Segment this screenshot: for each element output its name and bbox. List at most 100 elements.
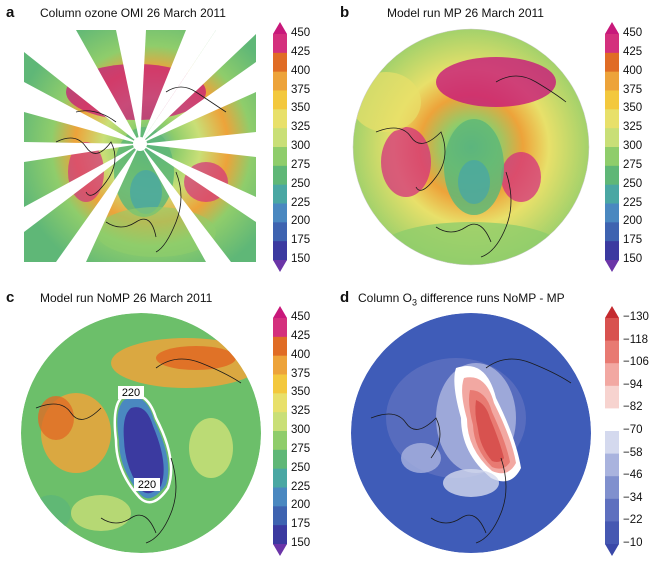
panel-title-c: Model run NoMP 26 March 2011: [40, 291, 213, 305]
colorbar-tick-label: 200: [623, 215, 643, 228]
colorbar-segment: [605, 222, 619, 242]
colorbar-tick-label: 225: [291, 196, 311, 209]
colorbar-segment: [273, 449, 287, 470]
colorbar-tick-label: −118: [623, 333, 649, 346]
colorbar-segment: [605, 431, 619, 455]
colorbar-tick-label: 200: [291, 215, 311, 228]
colorbar-cap-bottom: [605, 260, 619, 272]
colorbar-tick-label: 250: [291, 461, 311, 474]
contour-label-bottom: 220: [138, 479, 156, 491]
colorbar-tick-label: 275: [623, 158, 643, 171]
colorbar-tick-label: −70: [623, 424, 643, 436]
colorbar-segment: [605, 34, 619, 54]
colorbar-tick-label: 375: [291, 83, 311, 96]
colorbar-tick-label: 225: [623, 196, 643, 209]
colorbar-tick-label: 300: [291, 424, 311, 436]
panel-title-d: Column O3 difference runs NoMP - MP: [358, 291, 565, 308]
colorbar-tick-label: 150: [291, 253, 311, 265]
coastlines-d: [370, 358, 572, 544]
colorbar-tick-label: 450: [623, 27, 643, 39]
colorbar-tick-label: 350: [291, 102, 311, 115]
colorbar-tick-label: 175: [623, 234, 643, 247]
colorbar-segment: [273, 506, 287, 526]
colorbar-segment: [605, 340, 619, 364]
colorbar-segment: [273, 487, 287, 507]
panel-letter-d: d: [340, 289, 350, 306]
colorbar-tick-label: −130: [623, 311, 649, 323]
colorbar-cap-bottom: [605, 544, 619, 556]
colorbar-segment: [273, 525, 287, 545]
colorbar-cap-top: [273, 22, 287, 34]
colorbar-tick-label: 300: [623, 140, 643, 152]
colorbar-segment: [605, 128, 619, 148]
colorbar-segment: [273, 90, 287, 110]
colorbar-segment: [273, 468, 287, 488]
colorbar-segment: [605, 90, 619, 110]
colorbar-segment: [605, 498, 619, 522]
colorbar-tick-label: −58: [623, 446, 643, 459]
coastlines-a: [55, 86, 227, 253]
colorbar-tick-label: 150: [291, 537, 311, 549]
colorbar-cap-top: [605, 306, 619, 318]
coastlines-b: [375, 75, 567, 258]
colorbar-segment: [605, 453, 619, 477]
colorbar-tick-label: 400: [291, 348, 311, 361]
colorbar-segment: [273, 241, 287, 261]
colorbar-cap-top: [605, 22, 619, 34]
colorbar-tick-label: 400: [623, 64, 643, 77]
colorbar-cap-top: [273, 306, 287, 318]
colorbar-tick-label: 300: [291, 140, 311, 152]
colorbar-tick-label: 250: [623, 177, 643, 190]
colorbar-tick-label: 425: [623, 45, 643, 58]
colorbar-segment: [273, 374, 287, 394]
panel-letter-c: c: [6, 289, 15, 306]
colorbar-tick-label: 450: [291, 311, 311, 323]
colorbar-tick-label: 175: [291, 518, 311, 531]
colorbar-tick-label: 325: [291, 405, 311, 418]
panel-title-b: Model run MP 26 March 2011: [387, 6, 544, 20]
colorbar-tick-label: 275: [291, 442, 311, 455]
colorbar-segment: [605, 203, 619, 223]
colorbar-c: [273, 306, 287, 556]
colorbar-segment: [605, 165, 619, 186]
colorbar-segment: [605, 363, 619, 387]
colorbar-tick-label: 375: [623, 83, 643, 96]
colorbar-segment: [273, 128, 287, 148]
colorbar-cap-bottom: [273, 260, 287, 272]
colorbar-segment: [605, 241, 619, 261]
colorbar-segment: [605, 385, 619, 409]
colorbar-tick-label: 350: [623, 102, 643, 115]
colorbar-segment: [605, 52, 619, 73]
ozone-difference-map: [351, 313, 591, 553]
colorbar-tick-label: −10: [623, 537, 643, 549]
colorbar-a: [273, 22, 287, 272]
colorbar-tick-label: −106: [623, 356, 649, 369]
colorbar-segment: [273, 412, 287, 432]
colorbar-segment: [605, 521, 619, 545]
colorbar-tick-label: 175: [291, 234, 311, 247]
colorbar-tick-label: −94: [623, 378, 643, 391]
colorbar-segment: [273, 165, 287, 186]
ozone-map-mp: [352, 28, 590, 266]
colorbar-segment: [605, 71, 619, 91]
colorbar-segment: [273, 222, 287, 242]
colorbar-segment: [273, 203, 287, 223]
colorbar-segment: [605, 408, 619, 432]
colorbar-segment: [273, 318, 287, 338]
colorbar-segment: [273, 52, 287, 73]
colorbar-tick-label: −82: [623, 401, 643, 414]
panel-title-a: Column ozone OMI 26 March 2011: [40, 6, 226, 20]
colorbar-tick-label: 150: [623, 253, 643, 265]
colorbar-segment: [605, 184, 619, 204]
colorbar-d: [605, 306, 619, 556]
colorbar-segment: [273, 109, 287, 129]
colorbar-tick-label: 250: [291, 177, 311, 190]
coastlines-c: [35, 358, 242, 544]
contour-label-top: 220: [122, 387, 140, 399]
colorbar-tick-label: 350: [291, 386, 311, 399]
colorbar-tick-label: −34: [623, 491, 643, 504]
colorbar-segment: [273, 393, 287, 413]
panel-letter-a: a: [6, 4, 15, 21]
colorbar-segment: [605, 147, 619, 167]
colorbar-tick-label: −46: [623, 469, 643, 482]
